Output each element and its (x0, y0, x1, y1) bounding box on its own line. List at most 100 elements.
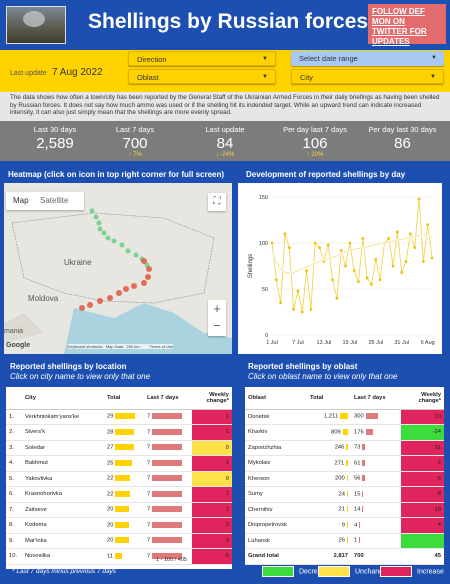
table-row[interactable]: 4. Bakhmut 25 7 1 (6, 455, 232, 472)
oblast-name[interactable]: Zaporizhzhia (245, 440, 307, 456)
row-rank: 3. (6, 440, 22, 456)
table-row[interactable]: 1. Verkhniokam'yans'ke 29 7 1 (6, 409, 232, 425)
city-name[interactable]: Sivers'k (22, 424, 104, 441)
row-rank: 1. (6, 409, 22, 425)
oblast-name[interactable]: Kharkiv (245, 424, 307, 441)
map-data-link[interactable]: Map Data (105, 344, 124, 349)
zoom-in-button[interactable]: + (213, 301, 221, 316)
oblast-table: Oblast Total Last 7 days Weekly change* … (245, 387, 444, 565)
stat-value: 86 (394, 135, 411, 152)
y-tick-label: 50 (262, 287, 268, 293)
map-label-moldova: Moldova (28, 294, 59, 303)
last7-bar (151, 552, 182, 559)
city-name[interactable]: Bakhmut (22, 455, 104, 472)
stat-change: ↓ -24% (215, 152, 235, 158)
total-value: 21 (338, 507, 345, 514)
table-row[interactable]: 3. Soledar 27 7 0 (6, 440, 232, 456)
date-range-picker[interactable]: Select date range ▼ (291, 51, 444, 66)
table-row[interactable]: Sumy 24 15 8 (245, 486, 444, 503)
table-row[interactable]: 5. Yakovlivka 22 7 0 (6, 471, 232, 487)
tab-satellite[interactable]: Satellite (40, 196, 69, 205)
follow-twitter-link[interactable]: FOLLOW DEF MON ON TWITTER FOR UPDATES (368, 4, 446, 46)
city-name[interactable]: Novosilka (22, 548, 104, 565)
last7-value: 7 (147, 553, 151, 560)
city-name[interactable]: Mar'inka (22, 533, 104, 549)
data-point (326, 243, 330, 247)
city-dropdown[interactable]: City ▼ (291, 69, 444, 84)
grand-total-value: 2,817 (307, 548, 351, 565)
table-row[interactable]: Kharkiv 809 176 -24 (245, 424, 444, 441)
table-row[interactable]: Mykolaiv 271 61 2 (245, 455, 444, 472)
last7-cell: 7 (144, 424, 192, 441)
oblast-name[interactable]: Dnipropetrovsk (245, 517, 307, 534)
x-tick-label: 13 Jul (317, 340, 332, 346)
col-oblast[interactable]: Oblast (245, 387, 307, 410)
last7-bar (365, 428, 373, 435)
heatmap-map[interactable]: Ukraine Moldova mania (4, 183, 232, 354)
weekly-change: 31 (401, 440, 444, 456)
oblast-name[interactable]: Sumy (245, 486, 307, 503)
last-update-date: 7 Aug 2022 (52, 67, 103, 78)
col-weekly-change[interactable]: Weekly change* (401, 387, 444, 410)
total-bar (115, 506, 129, 513)
pagination[interactable]: 1 - 100 / 405 (156, 557, 187, 563)
grand-total-change: 45 (401, 548, 444, 565)
table-row[interactable]: 7. Zaitseve 20 7 1 (6, 502, 232, 518)
map-type-control: Map Satellite (6, 192, 84, 210)
terms-link[interactable]: Terms of Use (149, 344, 174, 349)
table-row[interactable]: Dnipropetrovsk 9 4 4 (245, 517, 444, 534)
col-city[interactable]: City (22, 387, 104, 410)
oblast-name[interactable]: Donetsk (245, 409, 307, 425)
oblast-name[interactable]: Chernihiv (245, 502, 307, 518)
table-row[interactable]: 2. Sivers'k 28 7 1 (6, 424, 232, 441)
table-row[interactable]: Luhansk 26 1 (245, 533, 444, 549)
fullscreen-icon[interactable]: ⛶ (208, 193, 226, 211)
data-point (357, 280, 360, 284)
table-row[interactable]: 9. Mar'inka 20 7 3 (6, 533, 232, 549)
table-row[interactable]: Donetsk 1,211 300 10 (245, 409, 444, 425)
city-label: City (300, 73, 313, 82)
table-row[interactable]: Kherson 200 56 5 (245, 471, 444, 487)
keyboard-shortcuts-link[interactable]: Keyboard shortcuts (68, 344, 103, 349)
col-weekly-change[interactable]: Weekly change* (192, 387, 232, 410)
tab-map[interactable]: Map (13, 196, 29, 205)
last7-cell: 7 (144, 409, 192, 425)
table-row[interactable]: 8. Kodema 20 7 2 (6, 517, 232, 534)
zoom-out-button[interactable]: − (213, 318, 221, 333)
data-point (408, 232, 412, 236)
total-bar (347, 521, 348, 528)
total-cell: 809 (307, 424, 351, 441)
total-bar (347, 506, 348, 513)
table-row[interactable]: Zaporizhzhia 246 73 31 (245, 440, 444, 456)
table-row[interactable]: 6. Krasnohorivka 22 7 1 (6, 486, 232, 503)
city-name[interactable]: Zaitseve (22, 502, 104, 518)
last7-value: 4 (354, 522, 358, 529)
col-total[interactable]: Total (104, 387, 144, 410)
col-last7[interactable]: Last 7 days (351, 387, 401, 410)
total-bar (347, 490, 348, 497)
oblast-name[interactable]: Mykolaiv (245, 455, 307, 472)
grand-total-row: Grand total 2,817 700 45 (245, 548, 444, 565)
total-cell: 9 (307, 517, 351, 534)
city-name[interactable]: Yakovlivka (22, 471, 104, 487)
stat-last-30-days: Last 30 days 2,589 (20, 125, 90, 152)
table-row[interactable]: 10. Novosilka 11 7 6 (6, 548, 232, 565)
table-row[interactable]: Chernihiv 21 14 10 (245, 502, 444, 518)
stat-label: Last 30 days (33, 125, 77, 134)
stat-change: ↑ 20% (306, 152, 324, 158)
city-name[interactable]: Verkhniokam'yans'ke (22, 409, 104, 425)
oblast-name[interactable]: Luhansk (245, 533, 307, 549)
direction-dropdown[interactable]: Direction ▼ (128, 51, 276, 66)
row-rank: 2. (6, 424, 22, 441)
oblast-name[interactable]: Kherson (245, 471, 307, 487)
col-last7[interactable]: Last 7 days (144, 387, 192, 410)
footnote: * Last 7 days minus previous 7 days (12, 568, 117, 575)
chart-title: Development of reported shellings by day (246, 170, 406, 179)
total-cell: 20 (104, 517, 144, 534)
col-total[interactable]: Total (307, 387, 351, 410)
last7-value: 300 (354, 414, 364, 421)
city-name[interactable]: Kodema (22, 517, 104, 534)
oblast-dropdown[interactable]: Oblast ▼ (128, 69, 276, 84)
city-name[interactable]: Krasnohorivka (22, 486, 104, 503)
city-name[interactable]: Soledar (22, 440, 104, 456)
